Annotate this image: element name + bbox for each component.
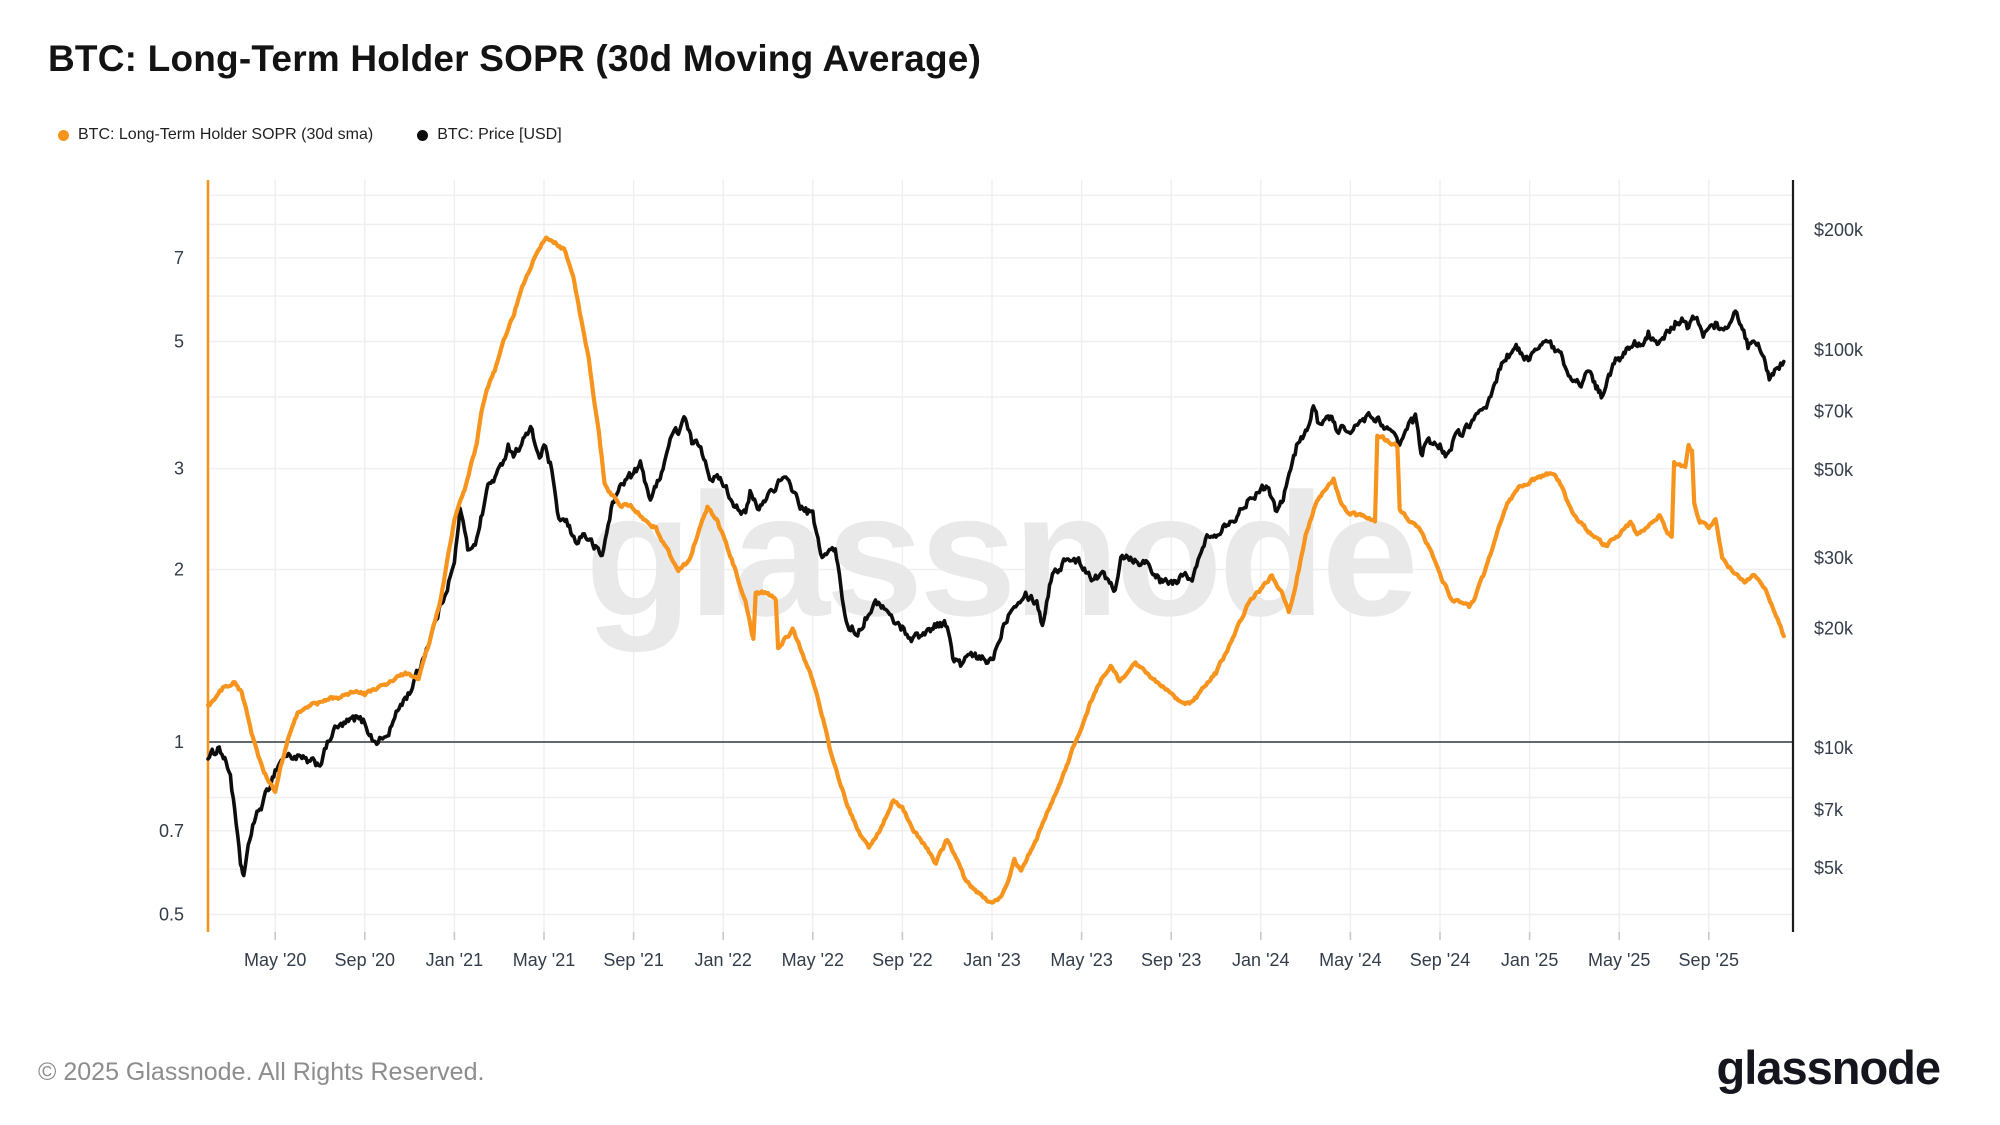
x-tick-label: Sep '22 [872,950,933,970]
x-tick-label: May '21 [513,950,575,970]
y-left-tick-label: 1 [174,732,184,752]
x-tick-label: May '24 [1319,950,1381,970]
glassnode-watermark: glassnode [585,458,1415,653]
legend-item-1[interactable]: BTC: Price [USD] [417,126,562,144]
axis-lines [206,180,1795,932]
x-tick-label: Sep '24 [1410,950,1471,970]
x-tick-label: Sep '23 [1141,950,1202,970]
x-tick-label: May '23 [1050,950,1112,970]
x-tick-label: Jan '21 [426,950,483,970]
y-left-tick-label: 0.7 [159,821,184,841]
x-tick-label: May '25 [1588,950,1650,970]
legend-item-0[interactable]: BTC: Long-Term Holder SOPR (30d sma) [58,126,373,144]
y-right-tick-label: $30k [1814,548,1854,568]
y-right-tick-label: $70k [1814,402,1854,422]
gridlines [208,180,1793,932]
legend-dot-icon [58,129,69,141]
y-right-tick-label: $50k [1814,460,1854,480]
page-title: BTC: Long-Term Holder SOPR (30d Moving A… [48,38,982,79]
x-tick-label: Sep '21 [603,950,664,970]
series-lines [205,235,1786,905]
x-tick-label: May '22 [782,950,844,970]
legend-dot-icon [417,129,429,141]
glassnode-logo: glassnode [1716,1041,1941,1094]
chart-legend: BTC: Long-Term Holder SOPR (30d sma) BTC:… [58,126,562,144]
legend-label: BTC: Long-Term Holder SOPR (30d sma) [78,126,374,143]
x-tick-label: Sep '25 [1679,950,1740,970]
sopr-line [205,235,1786,905]
y-left-tick-label: 5 [174,332,184,352]
y-left-tick-label: 3 [174,459,184,479]
y-right-tick-label: $200k [1814,220,1864,240]
axis-tick-labels: May '20 Sep '20 Jan '21 May '21 Sep '21 Jan '… [159,220,1864,970]
y-right-tick-label: $7k [1814,800,1844,820]
x-tick-label: Jan '22 [694,950,751,970]
y-right-tick-label: $5k [1814,858,1844,878]
y-left-tick-label: 7 [174,248,184,268]
y-right-tick-label: $10k [1814,738,1854,758]
legend-label: BTC: Price [USD] [437,126,562,143]
y-left-tick-label: 0.5 [159,905,184,925]
price-line [206,309,1786,878]
x-tick-label: Jan '23 [963,950,1020,970]
y-right-tick-label: $20k [1814,618,1854,638]
y-left-tick-label: 2 [174,560,184,580]
copyright-text: © 2025 Glassnode. All Rights Reserved. [38,1058,485,1086]
x-tick-label: Sep '20 [335,950,396,970]
x-tick-label: May '20 [244,950,306,970]
x-tick-label: Jan '24 [1232,950,1289,970]
y-right-tick-label: $100k [1814,340,1864,360]
x-tick-label: Jan '25 [1501,950,1558,970]
